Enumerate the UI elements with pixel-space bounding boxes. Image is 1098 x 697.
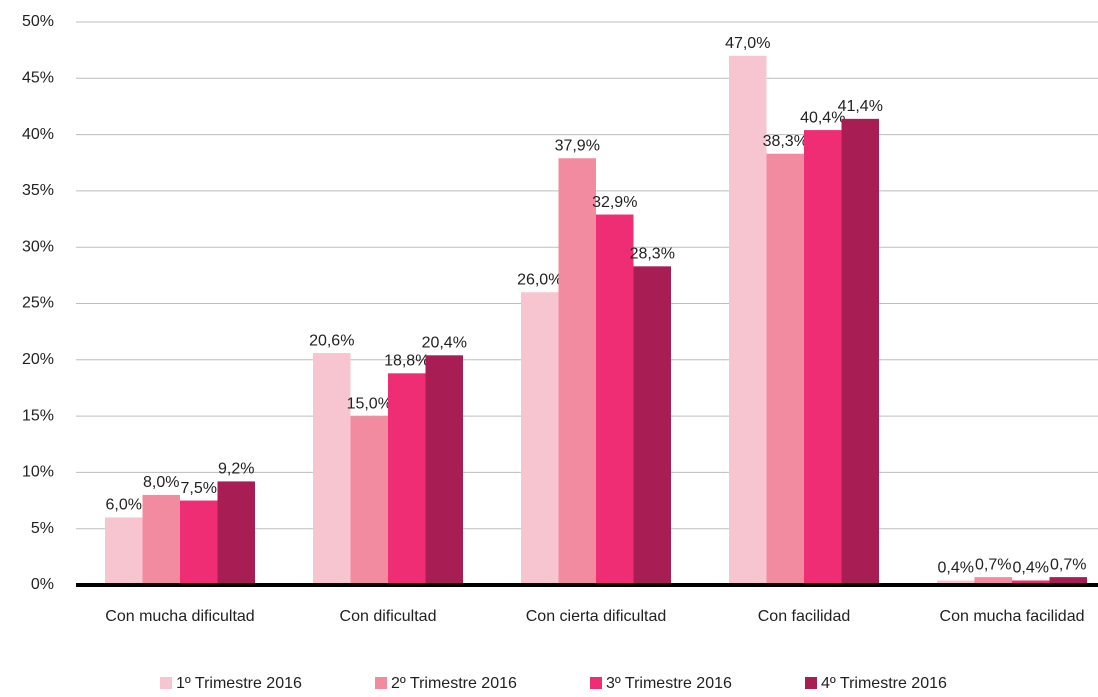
y-tick-label: 30% — [22, 238, 54, 255]
bar — [313, 353, 351, 585]
legend-label: 4º Trimestre 2016 — [821, 675, 947, 692]
bar — [350, 416, 388, 585]
legend-swatch — [160, 677, 172, 689]
bar — [1012, 580, 1050, 585]
x-tick-label: Con cierta dificultad — [526, 608, 667, 625]
bar — [388, 373, 426, 585]
value-label: 0,4% — [938, 560, 974, 577]
value-label: 40,4% — [800, 109, 845, 126]
value-label: 32,9% — [592, 194, 637, 211]
legend-swatch — [375, 677, 387, 689]
bar — [558, 158, 596, 585]
bar — [729, 55, 767, 585]
bar — [596, 214, 634, 585]
value-label: 20,4% — [422, 335, 467, 352]
bar — [425, 355, 463, 585]
bar — [804, 130, 842, 585]
value-label: 8,0% — [143, 474, 179, 491]
bar — [974, 577, 1012, 585]
value-label: 9,2% — [218, 461, 254, 478]
bar — [1049, 577, 1087, 585]
bar — [142, 494, 180, 585]
y-tick-label: 5% — [31, 520, 54, 537]
y-tick-label: 35% — [22, 182, 54, 199]
value-label: 6,0% — [106, 497, 142, 514]
bar — [521, 292, 559, 585]
bar — [633, 266, 671, 585]
value-label: 18,8% — [384, 353, 429, 370]
legend-swatch — [590, 677, 602, 689]
legend-label: 2º Trimestre 2016 — [391, 675, 517, 692]
y-tick-label: 0% — [31, 576, 54, 593]
value-label: 20,6% — [309, 332, 354, 349]
legend-swatch — [805, 677, 817, 689]
y-tick-label: 15% — [22, 407, 54, 424]
y-tick-label: 50% — [22, 13, 54, 30]
bar — [217, 481, 255, 585]
bar — [937, 580, 975, 585]
value-label: 38,3% — [763, 133, 808, 150]
legend-label: 3º Trimestre 2016 — [606, 675, 732, 692]
x-tick-label: Con mucha dificultad — [105, 608, 254, 625]
y-tick-label: 10% — [22, 464, 54, 481]
value-label: 26,0% — [517, 271, 562, 288]
x-tick-label: Con dificultad — [340, 608, 437, 625]
bar — [105, 517, 143, 585]
bar — [180, 500, 218, 585]
x-tick-label: Con mucha facilidad — [940, 608, 1085, 625]
bar — [841, 118, 879, 585]
y-tick-label: 45% — [22, 70, 54, 87]
value-label: 37,9% — [555, 137, 600, 154]
y-tick-label: 20% — [22, 351, 54, 368]
bar — [766, 153, 804, 585]
y-tick-label: 25% — [22, 295, 54, 312]
value-label: 0,7% — [1050, 556, 1086, 573]
y-tick-label: 40% — [22, 126, 54, 143]
value-label: 0,4% — [1013, 560, 1049, 577]
value-label: 28,3% — [630, 246, 675, 263]
value-label: 7,5% — [181, 480, 217, 497]
x-tick-label: Con facilidad — [758, 608, 851, 625]
value-label: 47,0% — [725, 35, 770, 52]
legend-label: 1º Trimestre 2016 — [176, 675, 302, 692]
value-label: 15,0% — [347, 395, 392, 412]
value-label: 0,7% — [975, 556, 1011, 573]
value-label: 41,4% — [838, 98, 883, 115]
